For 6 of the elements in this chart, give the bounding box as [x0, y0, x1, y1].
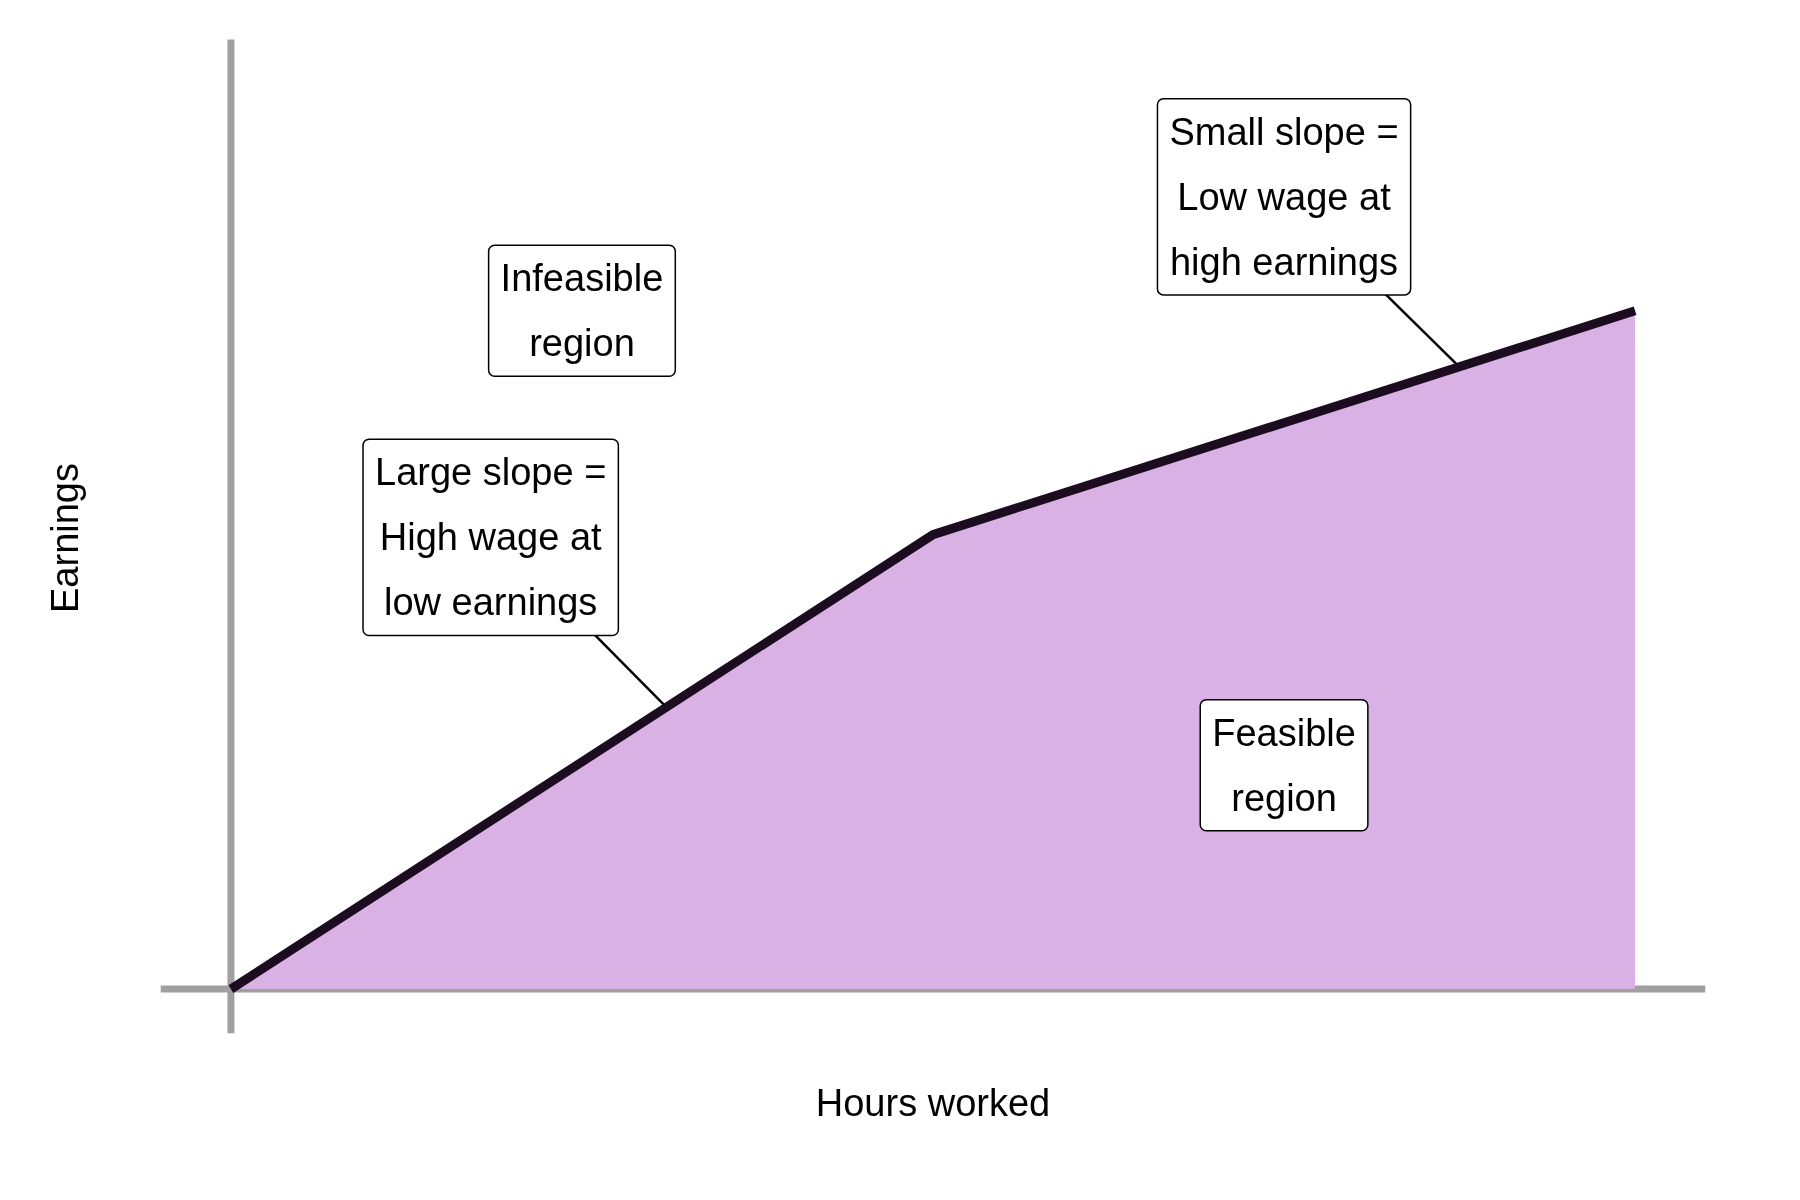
annotation: Infeasible region — [500, 257, 664, 365]
annotation: Feasible region — [1212, 711, 1356, 819]
y-axis-title: Earnings — [43, 463, 86, 613]
x-axis-title: Hours worked — [815, 1081, 1051, 1124]
text: Small slope = Low wage at high earnings — [1169, 110, 1399, 283]
annotation: Large slope = High wage at low earnings — [375, 451, 607, 624]
